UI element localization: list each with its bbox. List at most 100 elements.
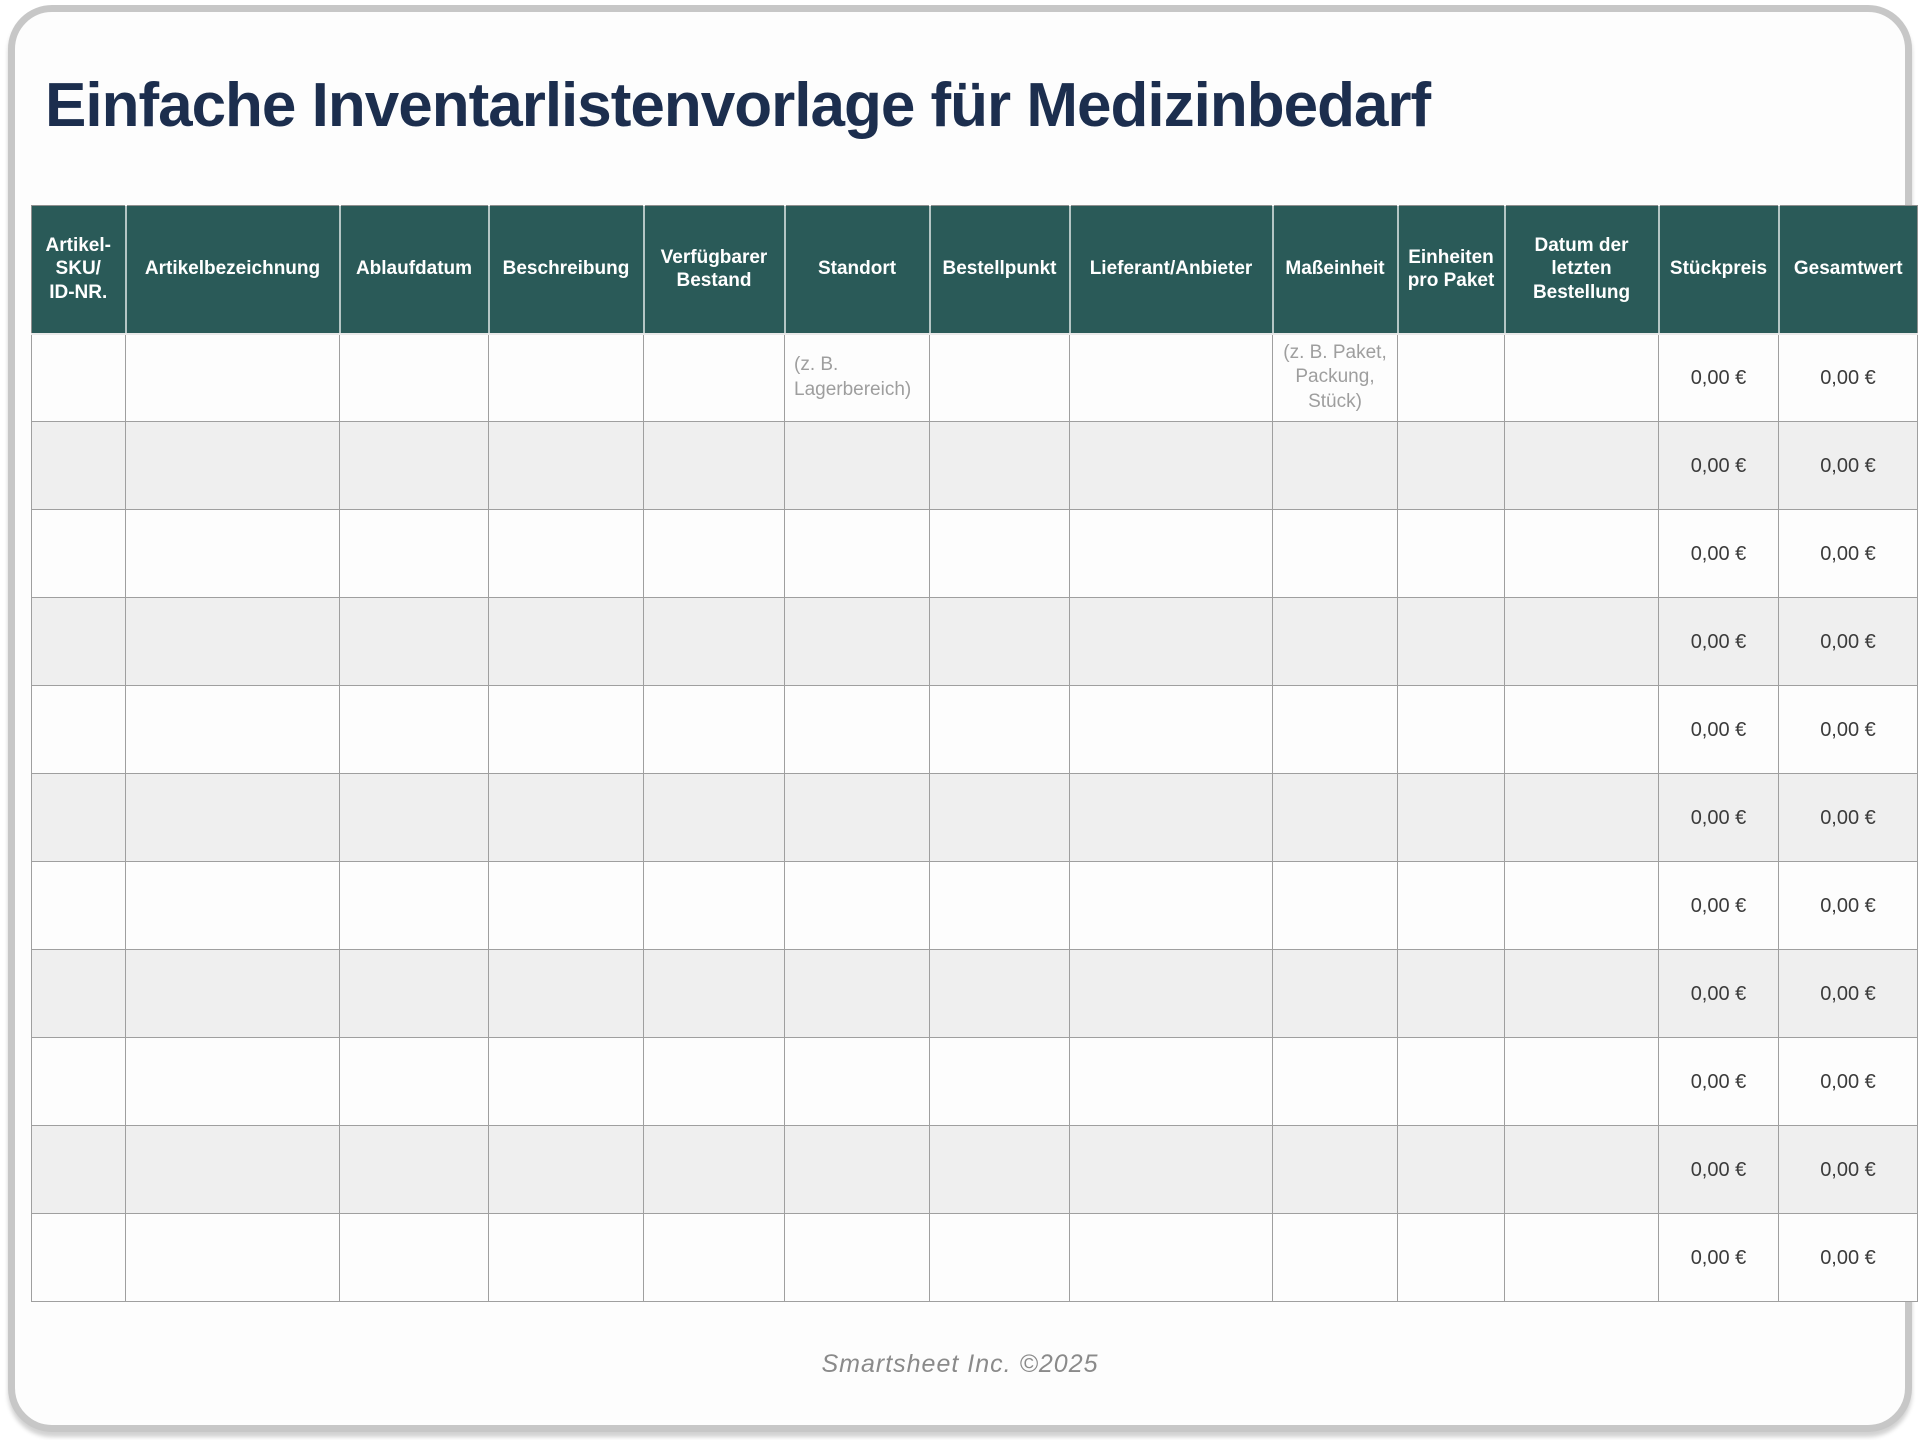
cell-artikel-sku-id-nr-row2[interactable] [31, 421, 126, 510]
cell-lieferant-anbieter-row1[interactable] [1069, 333, 1273, 422]
cell-artikel-sku-id-nr-row4[interactable] [31, 597, 126, 686]
cell-beschreibung-row5[interactable] [488, 685, 644, 774]
cell-einheiten-pro-paket-row5[interactable] [1397, 685, 1505, 774]
cell-gesamtwert-row2[interactable]: 0,00 € [1778, 421, 1918, 510]
cell-beschreibung-row11[interactable] [488, 1213, 644, 1302]
cell-bestellpunkt-row3[interactable] [929, 509, 1070, 598]
cell-standort-row8[interactable] [784, 949, 930, 1038]
cell-gesamtwert-row7[interactable]: 0,00 € [1778, 861, 1918, 950]
cell-standort-row1[interactable]: (z. B. Lagerbereich) [784, 333, 930, 422]
cell-artikel-sku-id-nr-row1[interactable] [31, 333, 126, 422]
cell-datum-der-letzten-bestellung-row11[interactable] [1504, 1213, 1659, 1302]
cell-bestellpunkt-row11[interactable] [929, 1213, 1070, 1302]
cell-masseinheit-row6[interactable] [1272, 773, 1398, 862]
cell-artikelbezeichnung-row10[interactable] [125, 1125, 340, 1214]
cell-masseinheit-row1[interactable]: (z. B. Paket, Packung, Stück) [1272, 333, 1398, 422]
cell-stueckpreis-row7[interactable]: 0,00 € [1658, 861, 1779, 950]
cell-artikelbezeichnung-row5[interactable] [125, 685, 340, 774]
cell-einheiten-pro-paket-row11[interactable] [1397, 1213, 1505, 1302]
cell-beschreibung-row1[interactable] [488, 333, 644, 422]
cell-datum-der-letzten-bestellung-row2[interactable] [1504, 421, 1659, 510]
cell-artikelbezeichnung-row9[interactable] [125, 1037, 340, 1126]
cell-artikel-sku-id-nr-row11[interactable] [31, 1213, 126, 1302]
cell-artikel-sku-id-nr-row10[interactable] [31, 1125, 126, 1214]
cell-lieferant-anbieter-row7[interactable] [1069, 861, 1273, 950]
cell-ablaufdatum-row9[interactable] [339, 1037, 489, 1126]
cell-standort-row3[interactable] [784, 509, 930, 598]
cell-datum-der-letzten-bestellung-row9[interactable] [1504, 1037, 1659, 1126]
cell-ablaufdatum-row6[interactable] [339, 773, 489, 862]
cell-ablaufdatum-row2[interactable] [339, 421, 489, 510]
cell-verfuegbarer-bestand-row5[interactable] [643, 685, 785, 774]
cell-ablaufdatum-row10[interactable] [339, 1125, 489, 1214]
cell-verfuegbarer-bestand-row6[interactable] [643, 773, 785, 862]
cell-artikelbezeichnung-row7[interactable] [125, 861, 340, 950]
cell-einheiten-pro-paket-row7[interactable] [1397, 861, 1505, 950]
cell-beschreibung-row8[interactable] [488, 949, 644, 1038]
cell-beschreibung-row10[interactable] [488, 1125, 644, 1214]
cell-bestellpunkt-row4[interactable] [929, 597, 1070, 686]
cell-gesamtwert-row8[interactable]: 0,00 € [1778, 949, 1918, 1038]
cell-verfuegbarer-bestand-row2[interactable] [643, 421, 785, 510]
cell-artikelbezeichnung-row6[interactable] [125, 773, 340, 862]
cell-bestellpunkt-row8[interactable] [929, 949, 1070, 1038]
cell-lieferant-anbieter-row9[interactable] [1069, 1037, 1273, 1126]
cell-beschreibung-row9[interactable] [488, 1037, 644, 1126]
cell-stueckpreis-row5[interactable]: 0,00 € [1658, 685, 1779, 774]
cell-lieferant-anbieter-row10[interactable] [1069, 1125, 1273, 1214]
cell-masseinheit-row11[interactable] [1272, 1213, 1398, 1302]
cell-artikelbezeichnung-row2[interactable] [125, 421, 340, 510]
cell-gesamtwert-row9[interactable]: 0,00 € [1778, 1037, 1918, 1126]
cell-artikelbezeichnung-row1[interactable] [125, 333, 340, 422]
cell-datum-der-letzten-bestellung-row4[interactable] [1504, 597, 1659, 686]
cell-masseinheit-row7[interactable] [1272, 861, 1398, 950]
cell-lieferant-anbieter-row4[interactable] [1069, 597, 1273, 686]
cell-beschreibung-row2[interactable] [488, 421, 644, 510]
cell-lieferant-anbieter-row2[interactable] [1069, 421, 1273, 510]
cell-bestellpunkt-row7[interactable] [929, 861, 1070, 950]
cell-einheiten-pro-paket-row4[interactable] [1397, 597, 1505, 686]
cell-standort-row5[interactable] [784, 685, 930, 774]
cell-stueckpreis-row1[interactable]: 0,00 € [1658, 333, 1779, 422]
cell-standort-row4[interactable] [784, 597, 930, 686]
cell-artikel-sku-id-nr-row8[interactable] [31, 949, 126, 1038]
cell-masseinheit-row2[interactable] [1272, 421, 1398, 510]
cell-stueckpreis-row6[interactable]: 0,00 € [1658, 773, 1779, 862]
cell-standort-row10[interactable] [784, 1125, 930, 1214]
cell-datum-der-letzten-bestellung-row1[interactable] [1504, 333, 1659, 422]
cell-gesamtwert-row4[interactable]: 0,00 € [1778, 597, 1918, 686]
cell-beschreibung-row3[interactable] [488, 509, 644, 598]
cell-datum-der-letzten-bestellung-row8[interactable] [1504, 949, 1659, 1038]
cell-einheiten-pro-paket-row2[interactable] [1397, 421, 1505, 510]
cell-einheiten-pro-paket-row6[interactable] [1397, 773, 1505, 862]
cell-einheiten-pro-paket-row9[interactable] [1397, 1037, 1505, 1126]
cell-beschreibung-row6[interactable] [488, 773, 644, 862]
cell-bestellpunkt-row10[interactable] [929, 1125, 1070, 1214]
cell-bestellpunkt-row9[interactable] [929, 1037, 1070, 1126]
cell-datum-der-letzten-bestellung-row3[interactable] [1504, 509, 1659, 598]
cell-standort-row7[interactable] [784, 861, 930, 950]
cell-ablaufdatum-row4[interactable] [339, 597, 489, 686]
cell-verfuegbarer-bestand-row1[interactable] [643, 333, 785, 422]
cell-bestellpunkt-row2[interactable] [929, 421, 1070, 510]
cell-artikel-sku-id-nr-row6[interactable] [31, 773, 126, 862]
cell-ablaufdatum-row8[interactable] [339, 949, 489, 1038]
cell-lieferant-anbieter-row11[interactable] [1069, 1213, 1273, 1302]
cell-artikelbezeichnung-row4[interactable] [125, 597, 340, 686]
cell-standort-row6[interactable] [784, 773, 930, 862]
cell-masseinheit-row8[interactable] [1272, 949, 1398, 1038]
cell-masseinheit-row3[interactable] [1272, 509, 1398, 598]
cell-datum-der-letzten-bestellung-row5[interactable] [1504, 685, 1659, 774]
cell-stueckpreis-row10[interactable]: 0,00 € [1658, 1125, 1779, 1214]
cell-standort-row2[interactable] [784, 421, 930, 510]
cell-stueckpreis-row8[interactable]: 0,00 € [1658, 949, 1779, 1038]
cell-gesamtwert-row3[interactable]: 0,00 € [1778, 509, 1918, 598]
cell-stueckpreis-row9[interactable]: 0,00 € [1658, 1037, 1779, 1126]
cell-einheiten-pro-paket-row10[interactable] [1397, 1125, 1505, 1214]
cell-bestellpunkt-row1[interactable] [929, 333, 1070, 422]
cell-einheiten-pro-paket-row1[interactable] [1397, 333, 1505, 422]
cell-verfuegbarer-bestand-row11[interactable] [643, 1213, 785, 1302]
cell-masseinheit-row4[interactable] [1272, 597, 1398, 686]
cell-stueckpreis-row3[interactable]: 0,00 € [1658, 509, 1779, 598]
cell-stueckpreis-row4[interactable]: 0,00 € [1658, 597, 1779, 686]
